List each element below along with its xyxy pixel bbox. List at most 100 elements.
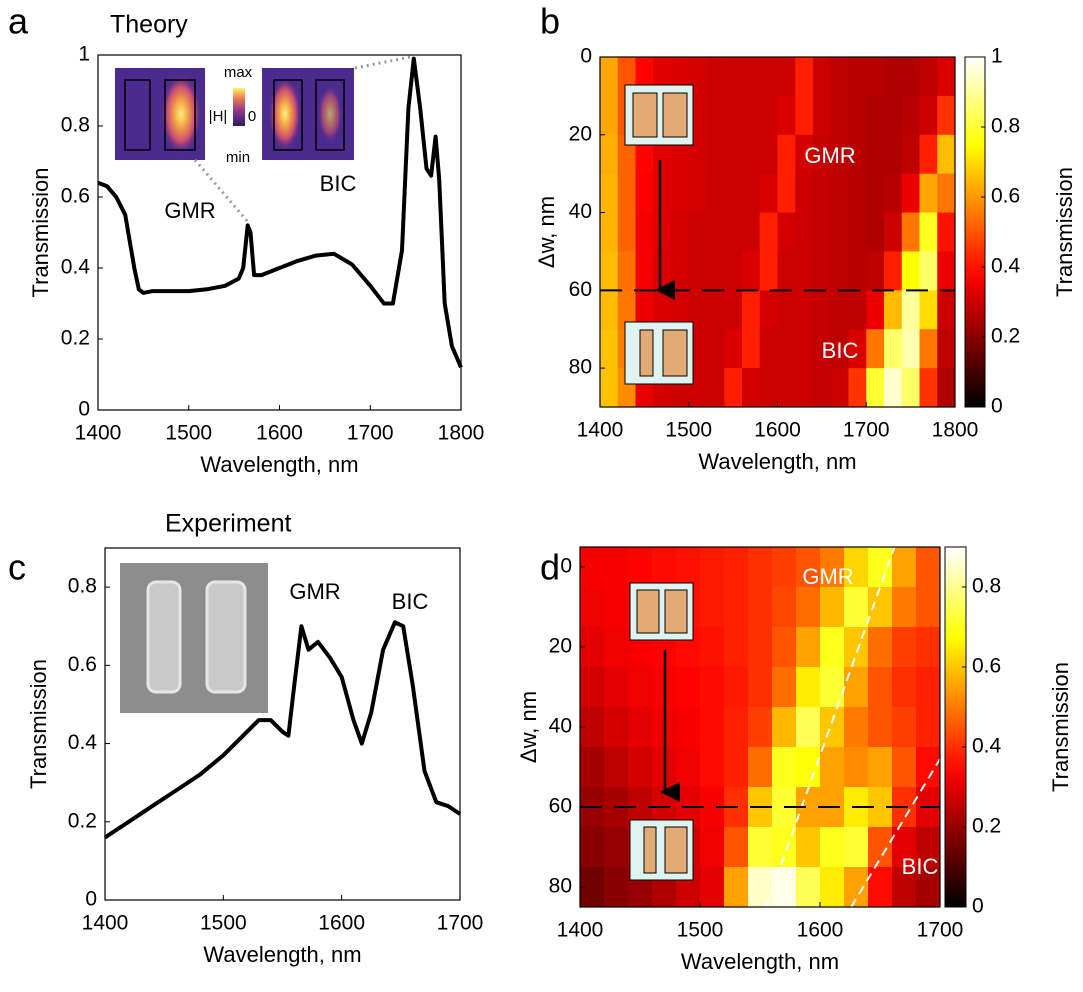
x-tick-label: 1600 xyxy=(318,912,365,935)
heatmap-cell xyxy=(795,329,814,369)
heatmap-cell xyxy=(777,212,796,252)
heatmap-cell xyxy=(759,212,778,252)
heatmap-cell xyxy=(748,547,773,588)
heatmap-cell xyxy=(830,95,849,136)
heatmap-cell xyxy=(830,251,849,291)
heatmap-cell xyxy=(676,667,701,708)
line-series xyxy=(103,620,462,840)
heatmap-cell xyxy=(868,867,893,908)
heatmap-cell xyxy=(919,251,938,291)
heatmap-cell xyxy=(706,251,725,291)
heatmap-cell xyxy=(796,547,821,588)
heatmap-cell xyxy=(916,827,941,868)
x-tick-label: 1500 xyxy=(677,919,724,942)
heatmap-cell xyxy=(742,251,761,291)
heatmap-cell xyxy=(884,290,903,330)
y-tick-label: 80 xyxy=(549,875,572,898)
heatmap-cell xyxy=(706,95,725,136)
panel-label: a xyxy=(8,1,29,42)
x-tick-label: 1800 xyxy=(438,422,485,445)
sem-image xyxy=(120,563,268,713)
heatmap-cell xyxy=(604,747,629,788)
heatmap-cell xyxy=(796,587,821,628)
heatmap-cell xyxy=(866,57,885,97)
annotation: GMR xyxy=(804,143,855,168)
heatmap-cell xyxy=(706,173,725,214)
colorbar xyxy=(944,546,967,908)
heatmap-cell xyxy=(919,173,938,214)
heatmap-cell xyxy=(820,867,845,908)
annotation: BIC xyxy=(822,338,859,363)
heatmap-cell xyxy=(706,212,725,252)
line-series xyxy=(97,56,463,369)
heatmap-cell xyxy=(892,867,917,908)
heatmap-cell xyxy=(937,212,956,252)
colorbar-tick-label: 0.8 xyxy=(991,115,1020,138)
heatmap-cell xyxy=(604,627,629,668)
heatmap-cell xyxy=(848,329,867,369)
heatmap-cell xyxy=(724,173,743,214)
y-tick-label: 0.8 xyxy=(61,114,90,137)
heatmap-cell xyxy=(600,212,619,252)
heatmap-cell xyxy=(795,368,814,408)
x-tick-label: 1600 xyxy=(797,919,844,942)
heatmap-cell xyxy=(724,867,749,908)
colorbar-tick-label: 0.6 xyxy=(972,655,1001,678)
heatmap-cell xyxy=(830,329,849,369)
colorbar-tick-label: 0 xyxy=(991,395,1003,418)
heatmap-cell xyxy=(604,827,629,868)
y-axis-label: Δw, nm xyxy=(516,691,541,763)
y-tick-label: 40 xyxy=(569,200,592,223)
heatmap-cell xyxy=(848,251,867,291)
heatmap-cell xyxy=(759,57,778,97)
annotation: GMR xyxy=(802,564,853,589)
heatmap-cell xyxy=(813,368,832,408)
heatmap-cell xyxy=(795,95,814,136)
heatmap-cell xyxy=(916,667,941,708)
heatmap-cell xyxy=(868,827,893,868)
colorbar-tick-label: 0.2 xyxy=(991,325,1020,348)
heatmap-cell xyxy=(706,134,725,175)
colorbar-tick-label: 0.4 xyxy=(991,255,1021,278)
heatmap-cell xyxy=(868,747,893,788)
heatmap-cell xyxy=(820,627,845,668)
heatmap-cell xyxy=(796,867,821,908)
heatmap-cell xyxy=(777,57,796,97)
heatmap-cell xyxy=(688,290,707,330)
heatmap-cell xyxy=(901,57,920,97)
heatmap-cell xyxy=(604,867,629,908)
heatmap-cell xyxy=(848,57,867,97)
heatmap-cell xyxy=(795,173,814,214)
heatmap-cell xyxy=(700,667,725,708)
annotation: BIC xyxy=(902,854,939,879)
heatmap-cell xyxy=(796,827,821,868)
heatmap-cell xyxy=(848,368,867,408)
heatmap-cell xyxy=(884,251,903,291)
heatmap-cell xyxy=(884,212,903,252)
x-axis-label: Wavelength, nm xyxy=(200,452,358,477)
x-tick-label: 1800 xyxy=(932,419,979,442)
x-tick-label: 1700 xyxy=(917,919,964,942)
heatmap-cell xyxy=(671,290,690,330)
heatmap-cell xyxy=(653,173,672,214)
heatmap-cell xyxy=(795,251,814,291)
heatmap-cell xyxy=(868,587,893,628)
y-tick-label: 20 xyxy=(569,122,592,145)
heatmap-cell xyxy=(724,827,749,868)
heatmap-cell xyxy=(892,707,917,748)
panel-label: c xyxy=(8,547,26,588)
heatmap-cell xyxy=(916,747,941,788)
heatmap-cell xyxy=(830,134,849,175)
colorbar-tick-label: 0.2 xyxy=(972,815,1001,838)
heatmap-cell xyxy=(916,867,941,908)
heatmap-cell xyxy=(600,95,619,136)
heatmap-cell xyxy=(724,587,749,628)
heatmap-cell xyxy=(813,212,832,252)
heatmap-cell xyxy=(916,587,941,628)
heatmap-cell xyxy=(866,95,885,136)
heatmap-cell xyxy=(777,251,796,291)
colorbar-tick-label: 1 xyxy=(991,45,1003,68)
colorbar-label: Transmission xyxy=(1052,167,1077,297)
y-tick-label: 60 xyxy=(549,795,572,818)
heatmap-cell xyxy=(813,134,832,175)
